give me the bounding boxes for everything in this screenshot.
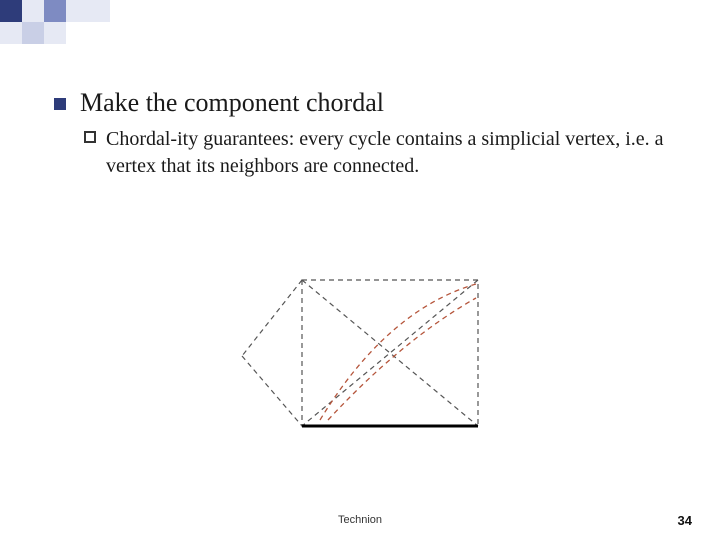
chordal-diagram <box>232 270 488 440</box>
page-number: 34 <box>678 513 692 528</box>
footer-text: Technion <box>0 514 720 526</box>
slide-corner-decoration <box>0 0 120 44</box>
sub-bullet-row: Chordal-ity guarantees: every cycle cont… <box>84 126 680 180</box>
sub-bullet-icon <box>84 131 96 143</box>
slide-content: Make the component chordal Chordal-ity g… <box>54 88 680 180</box>
heading-text: Make the component chordal <box>80 88 384 118</box>
bullet-row: Make the component chordal <box>54 88 680 118</box>
bullet-square-icon <box>54 98 66 110</box>
sub-bullet-text: Chordal-ity guarantees: every cycle cont… <box>106 126 666 180</box>
